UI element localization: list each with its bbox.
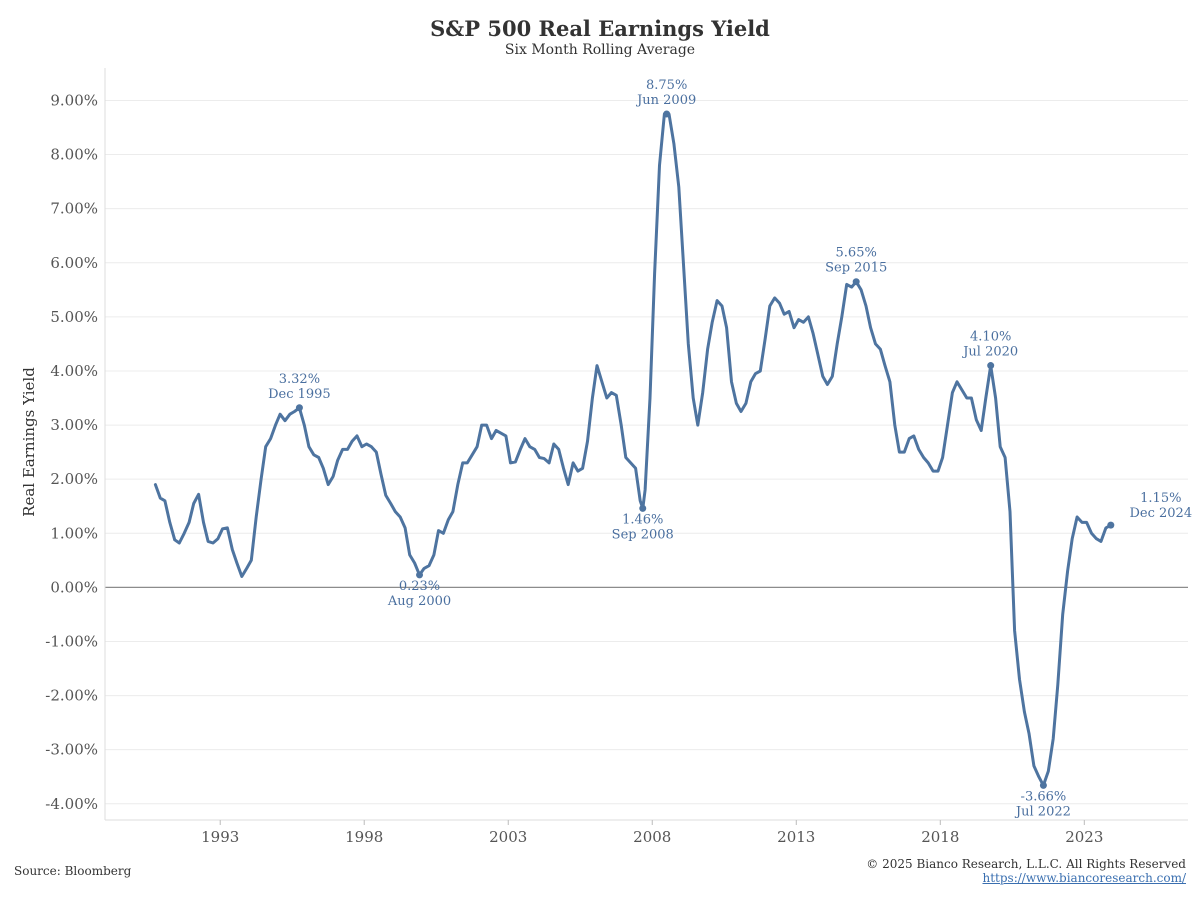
x-tick-label: 1993	[201, 828, 239, 846]
axes: 9.00% 8.00% 7.00% 6.00% 5.00% 4.00% 3.00% 2.00%…	[45, 68, 1188, 846]
annotation-value: 1.46%	[622, 512, 663, 527]
y-tick-label: -4.00%	[45, 795, 98, 813]
y-tick-label: 2.00%	[50, 470, 98, 488]
annotation-marker	[639, 504, 647, 512]
annotation-value: 0.23%	[399, 579, 440, 594]
y-tick-label: -1.00%	[45, 632, 98, 650]
y-tick-label: 1.00%	[50, 524, 98, 542]
website-link[interactable]: https://www.biancoresearch.com/	[982, 871, 1186, 885]
annotation-marker	[1107, 521, 1115, 529]
x-tick-label: 2018	[921, 828, 959, 846]
annotation-marker	[295, 404, 303, 412]
annotation-value: 4.10%	[970, 330, 1011, 345]
chart-subtitle: Six Month Rolling Average	[504, 42, 696, 58]
annotation-value: 3.32%	[279, 372, 320, 387]
y-tick-label: 9.00%	[50, 91, 98, 109]
y-tick-label: 8.00%	[50, 146, 98, 164]
annotation-marker	[416, 571, 424, 579]
annotation-date: Jul 2022	[1014, 804, 1071, 819]
annotation-marker	[663, 110, 671, 118]
annotation-marker	[1039, 781, 1047, 789]
annotation-marker	[852, 278, 860, 286]
y-tick-label: 6.00%	[50, 254, 98, 272]
annotation-value: -3.66%	[1021, 789, 1067, 804]
y-tick-label: 3.00%	[50, 416, 98, 434]
y-tick-label: -3.00%	[45, 741, 98, 759]
real-earnings-yield-line	[153, 112, 1113, 787]
annotations: 3.32%Dec 1995 0.23%Aug 2000 1.46%Sep 2008 8…	[268, 78, 1192, 819]
y-tick-label: 5.00%	[50, 308, 98, 326]
y-axis-label: Real Earnings Yield	[20, 367, 38, 517]
y-tick-label: 0.00%	[50, 578, 98, 596]
annotation-value: 5.65%	[836, 246, 877, 261]
annotation-date: Sep 2008	[612, 527, 674, 542]
annotation-date: Sep 2015	[825, 261, 887, 276]
annotation-date: Jun 2009	[635, 93, 696, 108]
annotation-value: 1.15%	[1140, 491, 1181, 506]
y-tick-label: -2.00%	[45, 687, 98, 705]
annotation-date: Aug 2000	[387, 594, 451, 609]
y-tick-label: 7.00%	[50, 200, 98, 218]
annotation-marker	[987, 362, 995, 370]
x-tick-label: 2003	[489, 828, 527, 846]
x-tick-label: 2023	[1065, 828, 1103, 846]
copyright-notice: © 2025 Bianco Research, L.L.C. All Right…	[866, 857, 1186, 871]
series-layer	[153, 112, 1113, 787]
annotation-date: Jul 2020	[961, 345, 1018, 360]
source-note: Source: Bloomberg	[14, 864, 132, 878]
x-tick-label: 2013	[777, 828, 815, 846]
annotation-date: Dec 1995	[268, 387, 331, 402]
y-tick-label: 4.00%	[50, 362, 98, 380]
chart-title: S&P 500 Real Earnings Yield	[430, 16, 770, 41]
x-tick-label: 2008	[633, 828, 671, 846]
x-tick-label: 1998	[345, 828, 383, 846]
annotation-value: 8.75%	[646, 78, 687, 93]
annotation-date: Dec 2024	[1129, 506, 1192, 521]
